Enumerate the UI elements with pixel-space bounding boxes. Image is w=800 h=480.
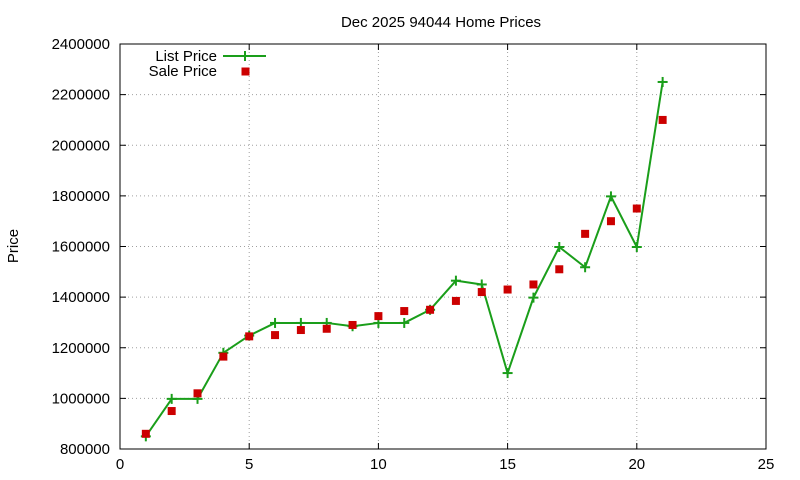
list-price-point xyxy=(657,76,668,87)
list-price-point xyxy=(399,317,410,328)
y-tick-label: 2400000 xyxy=(52,36,110,53)
sale-price-point xyxy=(451,296,460,305)
y-tick-label: 1800000 xyxy=(52,188,110,205)
sale-price-point xyxy=(245,332,254,341)
sale-price-point xyxy=(503,285,512,294)
sale-price-point xyxy=(167,407,176,416)
y-axis-label: Price xyxy=(5,229,22,263)
sale-price-point xyxy=(348,320,357,329)
chart-title: Dec 2025 94044 Home Prices xyxy=(341,14,541,31)
sale-price-point xyxy=(400,307,409,316)
y-tick-label: 2000000 xyxy=(52,137,110,154)
list-price-point xyxy=(476,279,487,290)
sale-price-point xyxy=(529,280,538,289)
legend-marker-sale-price xyxy=(241,67,250,76)
sale-price-point xyxy=(193,389,202,398)
x-tick-label: 0 xyxy=(116,456,124,473)
legend: List Price Sale Price xyxy=(149,48,266,80)
sale-price-point xyxy=(141,429,150,438)
y-tick-label: 1400000 xyxy=(52,289,110,306)
sale-price-point xyxy=(658,115,667,124)
x-tick-label: 10 xyxy=(370,456,387,473)
sale-price-point xyxy=(219,352,228,361)
sale-price-point xyxy=(271,331,280,340)
axis-ticks: 0 5 10 15 20 25 800000 1000000 1200000 1400000 160… xyxy=(52,36,775,473)
legend-label-sale-price: Sale Price xyxy=(149,63,217,80)
list-price-point xyxy=(528,292,539,303)
x-tick-label: 15 xyxy=(499,456,516,473)
y-tick-label: 2200000 xyxy=(52,87,110,104)
x-tick-label: 20 xyxy=(628,456,645,473)
list-price-point xyxy=(166,393,177,404)
list-price-point xyxy=(631,242,642,253)
legend-marker-list-price xyxy=(240,51,250,61)
y-tick-label: 800000 xyxy=(60,441,110,458)
list-price-point xyxy=(270,317,281,328)
sale-price-point xyxy=(296,326,305,335)
y-tick-label: 1000000 xyxy=(52,390,110,407)
x-tick-label: 5 xyxy=(245,456,253,473)
sale-price-point xyxy=(581,229,590,238)
y-tick-label: 1200000 xyxy=(52,340,110,357)
list-price-point xyxy=(605,191,616,202)
sale-price-point xyxy=(632,204,641,213)
sale-price-point xyxy=(374,312,383,321)
series xyxy=(140,76,668,442)
legend-label-list-price: List Price xyxy=(155,48,217,65)
sale-price-point xyxy=(555,265,564,274)
sale-price-point xyxy=(426,305,435,314)
list-price-point xyxy=(554,242,565,253)
sale-price-point xyxy=(322,324,331,333)
sale-price-point xyxy=(477,288,486,297)
sale-price-point xyxy=(606,217,615,226)
x-tick-label: 25 xyxy=(758,456,775,473)
list-price-point xyxy=(580,262,591,273)
list-price-point xyxy=(502,368,513,379)
y-tick-label: 1600000 xyxy=(52,239,110,256)
list-price-point xyxy=(450,275,461,286)
